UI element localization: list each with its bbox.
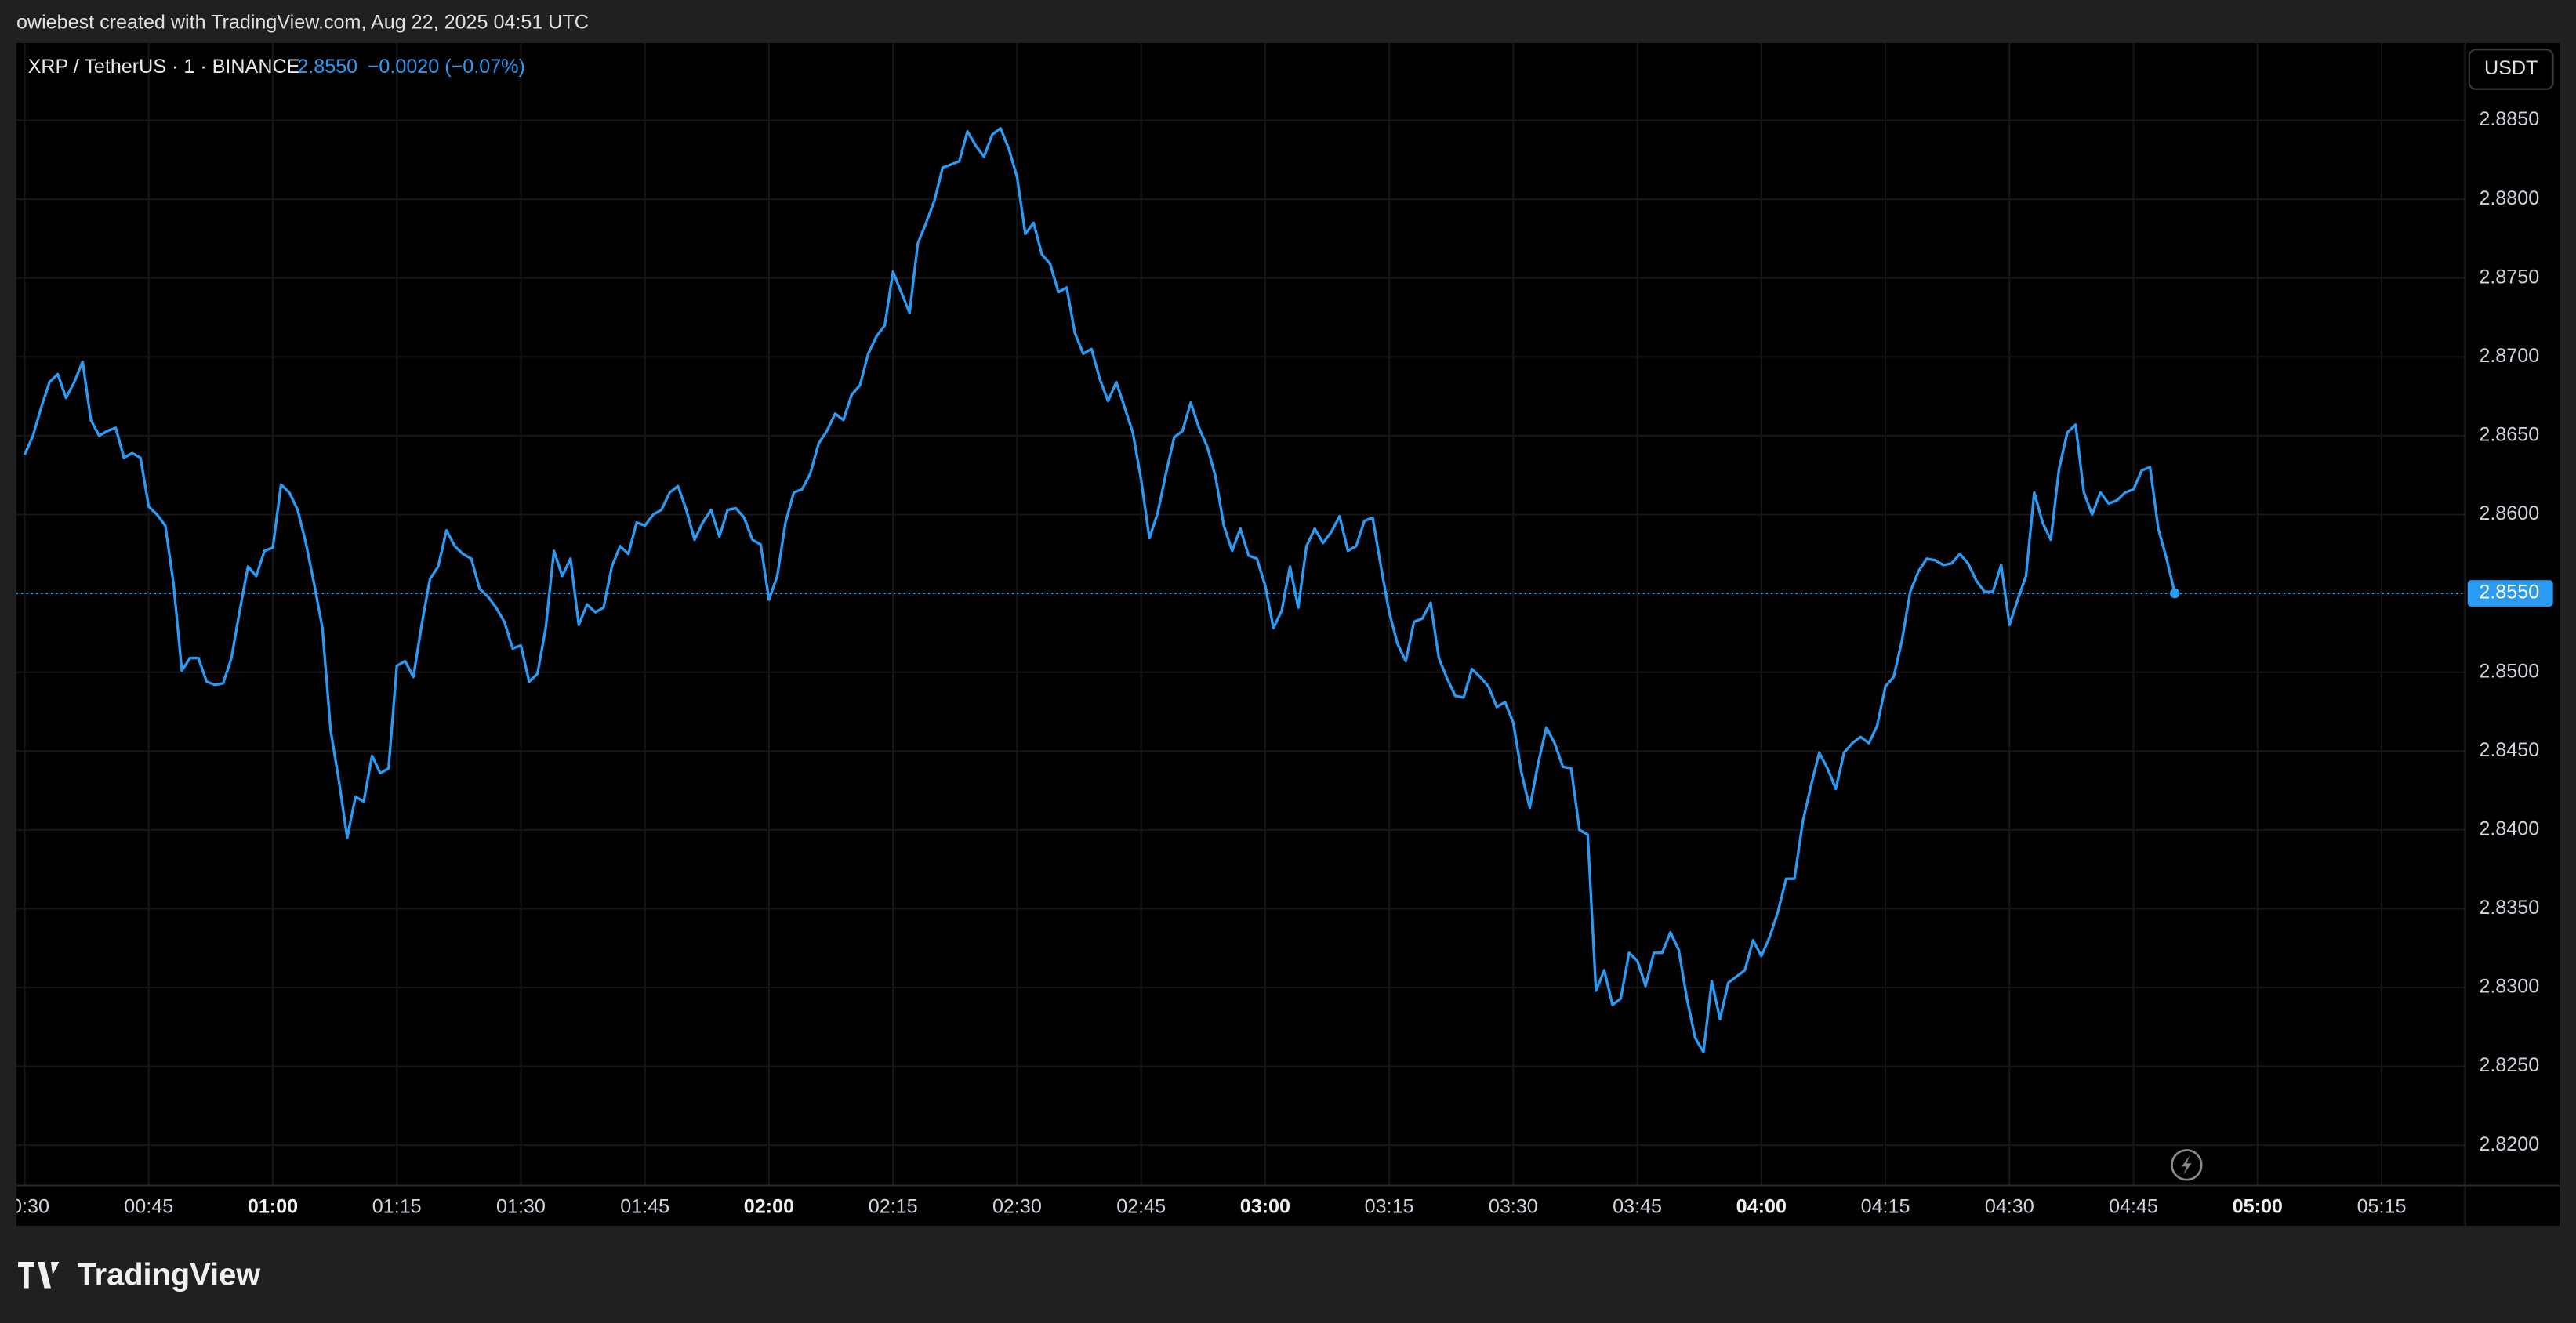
plot bbox=[23, 126, 2180, 1054]
y-tick-label: 2.8300 bbox=[2479, 976, 2539, 998]
y-tick-label: 2.8450 bbox=[2479, 739, 2539, 761]
realtime-icon-circle[interactable] bbox=[2171, 1149, 2203, 1181]
logo-text: TradingView bbox=[77, 1257, 261, 1292]
y-tick-label: 2.8850 bbox=[2479, 108, 2539, 130]
current-price-label: 2.8550 bbox=[2479, 582, 2539, 604]
x-tick-label: 02:00 bbox=[744, 1195, 794, 1217]
legend-symbol: XRP / TetherUS · 1 · BINANCE bbox=[28, 56, 300, 78]
x-tick-label: 01:00 bbox=[248, 1195, 298, 1217]
x-tick-label: 00:30 bbox=[0, 1195, 49, 1217]
y-tick-label: 2.8400 bbox=[2479, 817, 2539, 839]
price-axis: 2.8200 2.8250 2.8300 2.8350 2.8400 2.8450 2.85… bbox=[2467, 108, 2553, 1155]
time-axis: 00:30 00:45 01:00 01:15 01:30 01:45 02:00 02:15… bbox=[0, 1195, 2407, 1217]
x-tick-label: 04:15 bbox=[1861, 1195, 1910, 1217]
x-tick-label: 01:15 bbox=[372, 1195, 422, 1217]
current-price-box bbox=[2467, 580, 2553, 607]
x-tick-label: 03:15 bbox=[1365, 1195, 1414, 1217]
legend-change: −0.0020 (−0.07%) bbox=[368, 56, 525, 78]
x-tick-label: 04:00 bbox=[1736, 1195, 1787, 1217]
currency-button[interactable] bbox=[2468, 49, 2554, 90]
x-tick-label: 03:00 bbox=[1240, 1195, 1290, 1217]
realtime-icon-bolt[interactable] bbox=[2182, 1154, 2192, 1175]
x-tick-label: 01:30 bbox=[496, 1195, 546, 1217]
legend-price: 2.8550 bbox=[297, 56, 357, 78]
x-tick-label: 03:45 bbox=[1613, 1195, 1662, 1217]
y-tick-label: 2.8250 bbox=[2479, 1054, 2539, 1076]
y-tick-label: 2.8800 bbox=[2479, 187, 2539, 209]
chart-panel bbox=[16, 42, 2560, 1226]
price-line-series bbox=[23, 126, 2176, 1054]
logo-mark bbox=[18, 1261, 60, 1289]
x-tick-label: 02:45 bbox=[1116, 1195, 1166, 1217]
y-tick-label: 2.8750 bbox=[2479, 266, 2539, 288]
y-tick-label: 2.8650 bbox=[2479, 424, 2539, 446]
y-tick-label: 2.8500 bbox=[2479, 660, 2539, 682]
y-tick-label: 2.8200 bbox=[2479, 1133, 2539, 1155]
x-tick-label: 02:15 bbox=[869, 1195, 918, 1217]
x-tick-label: 05:15 bbox=[2357, 1195, 2407, 1217]
x-tick-label: 04:30 bbox=[1985, 1195, 2034, 1217]
x-tick-label: 03:30 bbox=[1489, 1195, 1538, 1217]
y-tick-label: 2.8700 bbox=[2479, 345, 2539, 367]
x-tick-label: 05:00 bbox=[2233, 1195, 2283, 1217]
y-tick-label: 2.8350 bbox=[2479, 897, 2539, 919]
header-text: owiebest created with TradingView.com, A… bbox=[16, 11, 589, 33]
x-tick-label: 00:45 bbox=[124, 1195, 173, 1217]
realtime-icon[interactable] bbox=[2171, 1149, 2203, 1181]
x-tick-label: 02:30 bbox=[992, 1195, 1042, 1217]
footer-logo: TradingView bbox=[18, 1257, 261, 1292]
y-tick-label: 2.8600 bbox=[2479, 502, 2539, 524]
currency-label[interactable]: USDT bbox=[2484, 57, 2538, 79]
x-tick-label: 01:45 bbox=[620, 1195, 669, 1217]
last-point bbox=[2169, 588, 2180, 599]
x-tick-label: 04:45 bbox=[2109, 1195, 2158, 1217]
